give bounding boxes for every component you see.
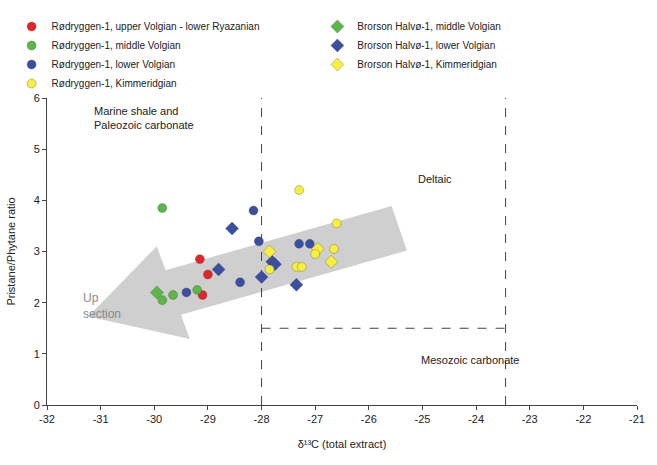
- svg-text:Brorson Halvø-1, lower Volgian: Brorson Halvø-1, lower Volgian: [357, 40, 495, 51]
- svg-text:-26: -26: [361, 413, 377, 425]
- svg-text:-28: -28: [254, 413, 270, 425]
- svg-text:Rødryggen-1, upper Volgian - l: Rødryggen-1, upper Volgian - lower Ryaza…: [52, 21, 260, 32]
- svg-text:Pristane/Phytane ratio: Pristane/Phytane ratio: [5, 197, 17, 305]
- svg-text:δ¹³C (total extract): δ¹³C (total extract): [298, 438, 387, 450]
- svg-text:Mesozoic carbonate: Mesozoic carbonate: [421, 354, 519, 366]
- svg-text:Rødryggen-1, lower Volgian: Rødryggen-1, lower Volgian: [52, 59, 175, 70]
- svg-text:3: 3: [34, 245, 40, 257]
- svg-text:6: 6: [34, 92, 40, 104]
- svg-text:-21: -21: [629, 413, 645, 425]
- svg-text:-23: -23: [522, 413, 538, 425]
- svg-text:Marine shale andPaleozoic carb: Marine shale andPaleozoic carbonate: [94, 105, 194, 131]
- svg-text:-22: -22: [575, 413, 591, 425]
- svg-text:-27: -27: [307, 413, 323, 425]
- svg-text:-32: -32: [39, 413, 55, 425]
- svg-text:Upsection: Upsection: [83, 291, 121, 321]
- svg-text:-24: -24: [468, 413, 484, 425]
- svg-text:-29: -29: [200, 413, 216, 425]
- svg-text:Brorson Halvø-1, Kimmeridgian: Brorson Halvø-1, Kimmeridgian: [357, 59, 497, 70]
- svg-text:-30: -30: [146, 413, 162, 425]
- svg-text:0: 0: [34, 399, 40, 411]
- svg-text:4: 4: [34, 194, 40, 206]
- svg-text:Rødryggen-1, Kimmeridgian: Rødryggen-1, Kimmeridgian: [52, 78, 177, 89]
- svg-text:1: 1: [34, 348, 40, 360]
- svg-text:Rødryggen-1, middle Volgian: Rødryggen-1, middle Volgian: [52, 40, 181, 51]
- svg-text:Deltaic: Deltaic: [418, 173, 452, 185]
- svg-text:-31: -31: [93, 413, 109, 425]
- svg-text:2: 2: [34, 297, 40, 309]
- svg-text:Brorson Halvø-1, middle Volgia: Brorson Halvø-1, middle Volgian: [357, 21, 500, 32]
- svg-text:5: 5: [34, 143, 40, 155]
- svg-text:-25: -25: [414, 413, 430, 425]
